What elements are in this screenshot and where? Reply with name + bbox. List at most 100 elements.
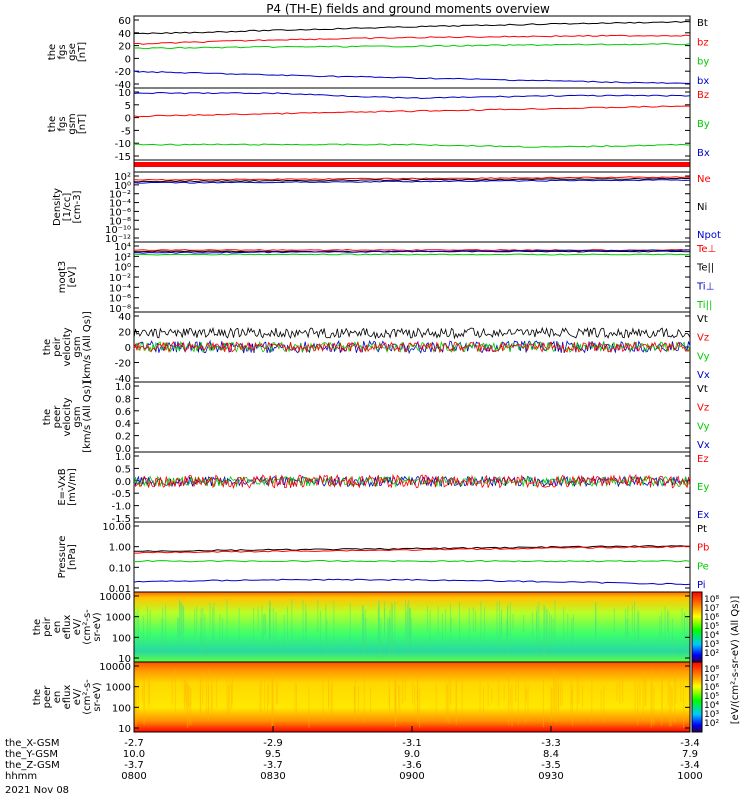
y-axis-label: eflux [62,615,73,640]
colorbar [691,591,703,663]
y-axis-label: the [32,619,43,635]
x-row-value: -3.3 [541,738,561,749]
panel-frame [133,451,691,523]
panel-peer-eflux: 10000 1000 100 10 the peer en eflux eV/(cm²-s-sr… [32,661,691,735]
x-row-value: 10.0 [123,749,145,760]
legend-Ey: Ey [697,482,709,493]
colorbar-tick-label: 10⁵ [704,692,719,702]
series-By [133,143,691,148]
y-tick-label: 0.0 [115,444,131,455]
y-tick-label: 0.10 [109,563,131,574]
y-tick-label: 10⁴ [114,242,131,253]
y-tick-label: 1.00 [109,543,131,554]
y-axis-label: peir [52,336,63,356]
x-row-label: the_Z-GSM [5,760,60,771]
y-tick-label: 100 [112,703,131,714]
legend-Pe: Pe [697,561,709,572]
y-axis-label: gsm [67,113,78,134]
y-tick-label: 0 [125,114,131,125]
y-axis-label: [km/s (All Qs)] [82,311,93,383]
x-row-value: -3.4 [680,738,700,749]
y-tick-label: -1.5 [111,514,131,525]
panel-peir-eflux: 10000 1000 100 10 the peir en eflux eV/(cm²-s-sr… [32,591,691,665]
y-axis-label: fgs [57,44,68,59]
legend-Ex: Ex [697,510,709,521]
y-tick-label: 10 [118,88,131,99]
legend-Vx: Vx [697,440,710,451]
trace-temperature [134,249,691,254]
legend-Bz: Bz [697,90,709,101]
legend-Ti||: Ti|| [696,300,712,311]
y-tick-label: 10⁻⁴ [109,199,131,210]
spectrogram-peir-eflux [134,592,690,662]
y-axis-label: peer [52,405,63,429]
legend-Npot: Npot [697,230,721,241]
y-tick-label: 1.0 [115,452,131,463]
x-row-label: hhmm [5,771,37,782]
y-tick-label: -10 [115,139,131,150]
trace-density [133,177,691,183]
x-row-value: 0900 [399,771,424,782]
y-axis-label: velocity [62,397,73,436]
colorbar-tick-label: 10² [704,649,719,659]
y-axis-label: Pressure [57,536,68,579]
x-row-value: -2.9 [263,738,283,749]
y-axis-label: E=-VxB [57,468,68,505]
y-tick-label: 40 [118,29,131,40]
y-tick-label: 10.00 [102,522,131,533]
legend-Bt: Bt [697,18,708,29]
x-row-value: 0830 [260,771,285,782]
y-axis-label: en [52,691,63,704]
y-tick-label: -40 [115,80,131,91]
y-tick-label: 0.8 [115,394,131,405]
x-row-value: -3.5 [541,760,561,771]
x-row-value: -3.1 [402,738,422,749]
y-tick-label: 5 [125,101,131,112]
legend-bz: bz [697,37,709,48]
legend-Te⊥: Te⊥ [696,244,716,255]
y-axis-label: the [32,689,43,705]
series-by [133,43,691,50]
y-tick-label: -5 [121,126,131,137]
efield-trace [133,473,691,490]
y-axis-label: the [42,339,53,355]
panel-efield: 1.00.5 0.0-0.5 -1.0-1.5 E=-VxB [mV/m] Ez Ey Ex [57,451,709,525]
x-row-value: -2.7 [124,738,144,749]
y-axis-label: [cm-3] [72,190,83,223]
x-row-value: 0930 [538,771,563,782]
colorbar-tick-label: 10⁶ [704,683,719,693]
legend-Vx: Vx [697,370,710,381]
series-Bt [134,20,691,35]
y-tick-label: 10⁻⁶ [109,294,131,305]
velocity-trace [133,341,691,354]
y-tick-label: 0.2 [115,432,131,443]
y-tick-label: 1000 [106,613,131,624]
panel-fgs-gsm: 10 5 0-5 -10 -15 the fgs gsm [nT] Bz By Bx [47,87,710,163]
trace-temperature [133,248,691,252]
colorbar [691,661,703,733]
x-row-value: 9.0 [404,749,420,760]
y-tick-label: 10⁰ [114,181,131,192]
y-axis-label: fgs [57,116,68,131]
y-tick-label: 0.5 [115,464,131,475]
series-Bx [133,91,691,100]
legend-Ne: Ne [697,174,711,185]
y-axis-label: [km/s (All Qs)] [82,381,93,453]
y-axis-label: the [47,116,58,132]
legend-by: by [697,57,709,68]
y-axis-label: moqt3 [57,261,68,294]
legend-By: By [697,119,710,130]
spectrogram-peer-eflux [134,662,690,732]
x-row-value: 9.5 [265,749,281,760]
y-tick-label: -15 [115,152,131,163]
y-tick-label: -40 [115,374,131,385]
x-row-label: the_Y-GSM [5,749,58,760]
series-Bz [133,105,691,118]
date-label: 2021 Nov 08 [5,785,69,796]
x-row-label: the_X-GSM [5,738,59,749]
y-axis-label: [nPa] [67,544,78,570]
colorbar-tick-label: 10⁸ [704,595,719,605]
y-tick-label: 10 [118,724,131,735]
